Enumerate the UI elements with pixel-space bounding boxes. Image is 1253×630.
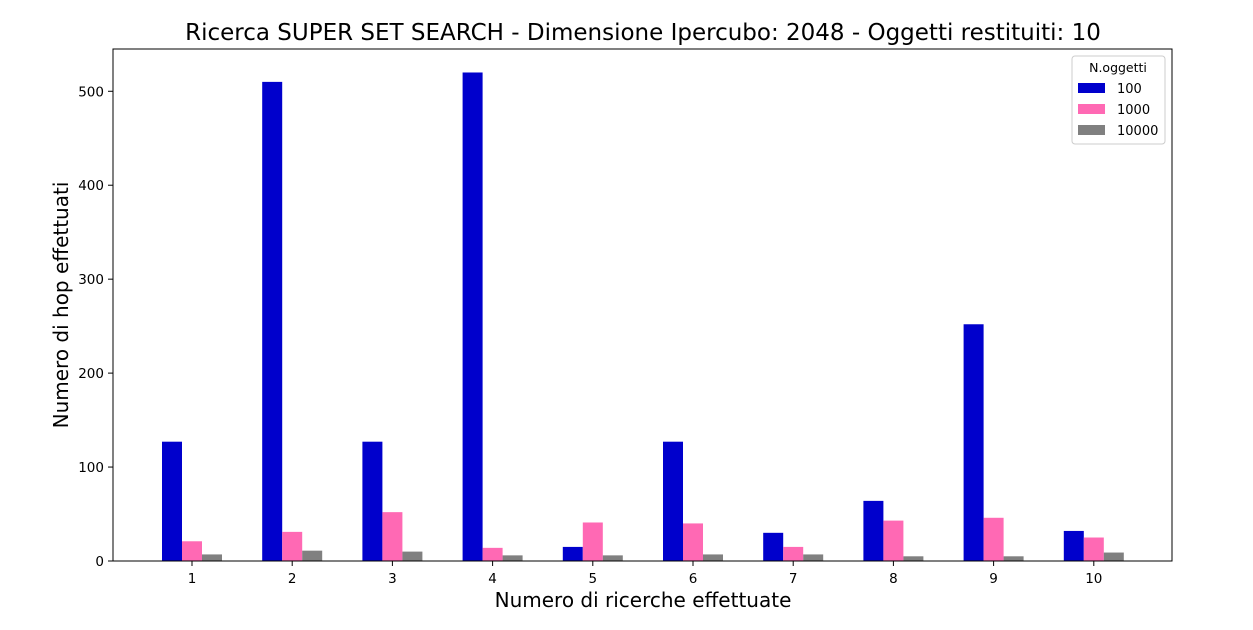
chart-title: Ricerca SUPER SET SEARCH - Dimensione Ip…: [185, 20, 1101, 46]
bar-series-100-cat-8: [863, 500, 884, 561]
bar-series-100-cat-9: [963, 324, 984, 561]
y-tick-label: 400: [78, 178, 104, 194]
bar-series-100-cat-10: [1063, 530, 1084, 561]
legend-title: N.oggetti: [1089, 60, 1147, 75]
bars-layer: [162, 72, 1124, 561]
legend-label-10000: 10000: [1117, 124, 1158, 139]
bar-series-100-cat-2: [262, 81, 283, 561]
bar-series-10000-cat-3: [402, 551, 423, 561]
legend-box: [1071, 55, 1166, 145]
bar-series-100-cat-1: [162, 441, 182, 561]
plot-frame: [112, 48, 1173, 562]
legend: N.oggetti 100 1000 10000: [1071, 55, 1166, 145]
x-tick-label: 7: [789, 571, 798, 587]
bar-series-1000-cat-9: [983, 517, 1004, 561]
legend-label-100: 100: [1117, 82, 1142, 97]
legend-swatch-10000: [1078, 125, 1105, 135]
y-tick-label: 0: [95, 554, 104, 570]
x-tick-label: 6: [689, 571, 698, 587]
bar-series-10000-cat-10: [1103, 552, 1124, 561]
bar-series-10000-cat-6: [703, 554, 723, 561]
x-tick-label: 2: [288, 571, 297, 587]
bar-series-1000-cat-7: [783, 546, 804, 561]
y-axis-label: Numero di hop effettuati: [49, 182, 73, 429]
bar-series-1000-cat-2: [282, 531, 303, 561]
bar-series-100-cat-5: [562, 546, 583, 561]
bar-series-1000-cat-5: [582, 522, 603, 561]
x-axis-label: Numero di ricerche effettuate: [495, 588, 792, 612]
y-tick-label: 200: [78, 366, 104, 382]
bar-series-1000-cat-4: [482, 547, 503, 561]
x-tick-label: 3: [388, 571, 397, 587]
y-tick-label: 100: [78, 460, 104, 476]
y-tick-label: 300: [78, 272, 104, 288]
bar-series-1000-cat-3: [382, 512, 403, 561]
bar-series-1000-cat-1: [182, 541, 202, 561]
bar-series-10000-cat-7: [803, 554, 824, 561]
bar-series-10000-cat-8: [903, 556, 924, 561]
bar-series-10000-cat-5: [602, 555, 623, 561]
legend-swatch-1000: [1078, 104, 1105, 114]
bar-series-1000-cat-6: [683, 523, 703, 561]
x-tick-label: 9: [989, 571, 998, 587]
bar-series-1000-cat-10: [1083, 537, 1104, 561]
x-tick-label: 1: [188, 571, 197, 587]
x-tick-label: 8: [889, 571, 898, 587]
y-axis: 0 100 200 300 400 500: [78, 84, 113, 570]
legend-label-1000: 1000: [1117, 103, 1150, 118]
bar-series-100-cat-4: [462, 72, 483, 561]
legend-swatch-100: [1078, 83, 1105, 93]
bar-series-10000-cat-1: [202, 554, 222, 561]
x-axis: 1 2 3 4 5 6 7 8 9 10: [188, 561, 1102, 587]
bar-series-10000-cat-2: [302, 550, 323, 561]
bar-series-1000-cat-8: [883, 520, 904, 561]
bar-series-10000-cat-4: [502, 555, 523, 561]
bar-series-100-cat-7: [763, 532, 784, 561]
y-tick-label: 500: [78, 84, 104, 100]
x-tick-label: 5: [589, 571, 598, 587]
bar-series-100-cat-6: [663, 441, 683, 561]
bar-series-10000-cat-9: [1003, 556, 1024, 561]
bar-series-100-cat-3: [362, 441, 383, 561]
x-tick-label: 4: [488, 571, 497, 587]
x-tick-label: 10: [1085, 571, 1102, 587]
